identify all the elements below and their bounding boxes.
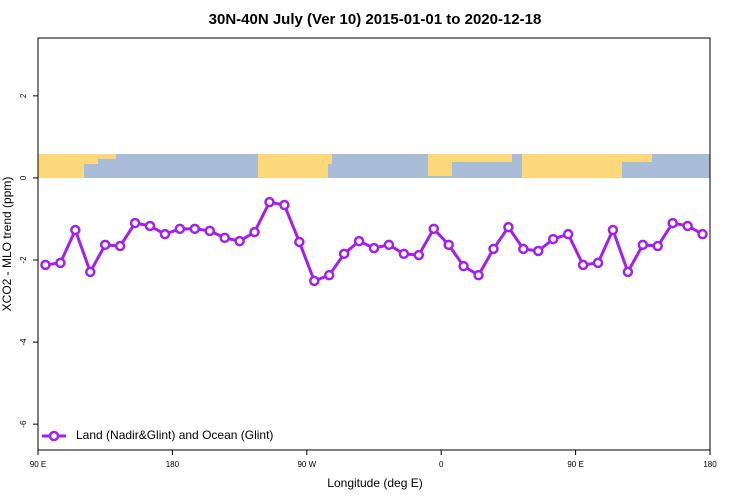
data-point [144, 220, 156, 232]
data-point [667, 217, 678, 229]
data-point [368, 242, 380, 254]
x-tick-label: 180 [703, 460, 717, 469]
data-point [533, 245, 544, 257]
data-point [443, 239, 454, 251]
data-point [413, 249, 425, 261]
legend-marker [48, 430, 60, 442]
data-point [682, 220, 693, 232]
data-point [577, 259, 589, 271]
y-tick-label: 0 [19, 175, 28, 180]
data-point [129, 217, 141, 229]
y-tick-label: 2 [19, 93, 28, 98]
data-point [40, 259, 51, 271]
data-point [518, 243, 529, 255]
data-point [189, 223, 201, 235]
data-point [323, 269, 335, 281]
data-point [55, 257, 66, 269]
data-point [234, 235, 245, 247]
y-tick-label: -4 [19, 338, 28, 346]
data-point [279, 199, 290, 211]
y-axis-label: XCO2 - MLO trend (ppm) [0, 177, 14, 312]
y-tick-label: -6 [19, 420, 28, 428]
data-point [428, 223, 439, 235]
data-point [294, 236, 305, 248]
data-point [174, 223, 186, 235]
x-axis-label: Longitude (deg E) [327, 476, 422, 490]
data-point [338, 248, 350, 260]
data-point [264, 196, 275, 208]
data-point [249, 226, 260, 238]
data-point [99, 239, 111, 251]
data-point [85, 266, 96, 278]
series-line [45, 200, 704, 283]
x-tick-label: 180 [166, 460, 180, 469]
data-point [458, 260, 469, 272]
data-point [204, 225, 215, 237]
data-point [159, 228, 171, 240]
data-point [697, 228, 708, 240]
data-point [488, 243, 499, 255]
x-tick-label: 90 W [297, 460, 316, 469]
plot-frame [37, 37, 711, 451]
data-point [622, 266, 634, 278]
data-point [70, 224, 81, 236]
x-tick-label: 90 E [30, 460, 46, 469]
data-point [473, 269, 484, 281]
x-tick-label: 0 [439, 460, 444, 469]
data-point [219, 232, 230, 244]
map-strip [38, 154, 710, 178]
chart-title: 30N-40N July (Ver 10) 2015-01-01 to 2020… [209, 11, 542, 28]
x-tick-label: 90 E [567, 460, 583, 469]
y-tick-label: -2 [19, 256, 28, 264]
data-point [652, 240, 663, 252]
data-point [607, 224, 619, 236]
data-point [562, 228, 574, 240]
legend-label: Land (Nadir&Glint) and Ocean (Glint) [76, 428, 273, 442]
data-point [353, 235, 365, 247]
data-point [547, 233, 559, 245]
data-point [637, 239, 649, 251]
data-point [592, 257, 604, 269]
data-point [398, 248, 410, 260]
data-point [503, 221, 514, 233]
data-point [309, 275, 320, 287]
data-point [114, 240, 126, 252]
data-point [383, 239, 395, 251]
